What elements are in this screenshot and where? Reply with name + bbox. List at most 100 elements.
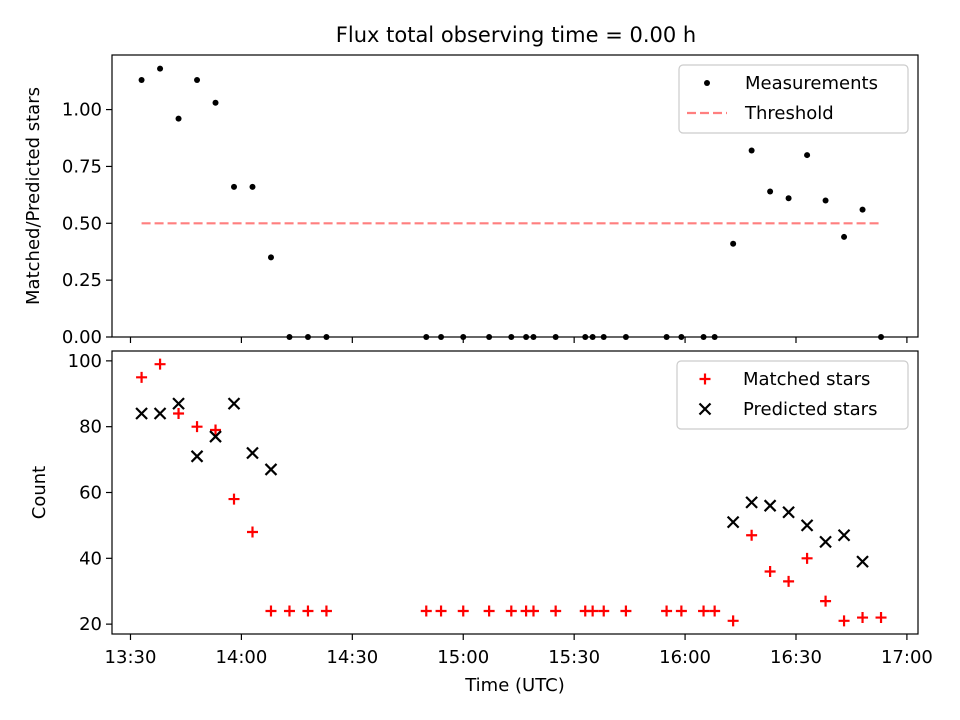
y-tick-label: 0.25: [62, 270, 102, 291]
measurement-point: [304, 334, 311, 340]
top-panel-ratio-plot: 0.00 0.25 0.50 0.75 1.00 Matched/Predicted st…: [23, 54, 919, 348]
legend-box: [678, 64, 909, 134]
matched-star-point: [210, 424, 222, 436]
measurement-point: [878, 334, 885, 340]
predicted-star-point: [782, 505, 795, 519]
predicted-star-point: [153, 407, 167, 420]
x-tick-label: 16:00: [659, 647, 711, 668]
measurement-point: [323, 334, 330, 340]
matched-star-point: [620, 605, 632, 617]
predicted-star-point: [819, 535, 832, 549]
measurement-point: [530, 334, 537, 340]
matched-star-point: [764, 565, 776, 577]
matched-star-point: [320, 605, 332, 617]
legend-measurement-swatch: [704, 80, 710, 86]
measurement-point: [711, 334, 718, 340]
matched-star-point: [435, 605, 447, 617]
measurement-point: [423, 334, 430, 340]
y-axis-label: Matched/Predicted stars: [23, 87, 44, 305]
y-tick-label: 40: [79, 548, 102, 569]
predicted-star-point: [745, 496, 758, 509]
series-predicted-stars: [135, 397, 869, 568]
matched-star-point: [283, 605, 295, 617]
legend: Measurements Threshold: [678, 64, 909, 134]
measurement-point: [194, 77, 201, 84]
y-tick-label: 0.50: [62, 213, 102, 234]
measurement-point: [600, 334, 607, 340]
matched-star-point: [420, 605, 432, 617]
matched-star-point: [820, 595, 832, 607]
measurement-point: [841, 233, 848, 240]
matched-star-point: [154, 358, 166, 370]
measurement-point: [438, 334, 445, 340]
y-tick-label: 80: [79, 417, 102, 438]
x-tick-label: 13:30: [105, 647, 157, 668]
matched-star-point: [838, 615, 850, 627]
matched-star-point: [505, 605, 517, 617]
series-measurements: [138, 65, 885, 340]
y-tick-label: 0.00: [62, 327, 102, 348]
matched-star-point: [302, 605, 314, 617]
matched-star-point: [801, 552, 813, 564]
x-axis-label: Time (UTC): [464, 675, 565, 696]
predicted-star-point: [800, 519, 814, 532]
matched-star-point: [265, 605, 277, 617]
matched-star-point: [246, 526, 258, 538]
measurement-point: [523, 334, 530, 340]
measurement-point: [767, 188, 774, 195]
predicted-star-point: [190, 450, 204, 463]
measurement-point: [486, 334, 493, 340]
measurement-point: [508, 334, 515, 340]
predicted-star-point: [726, 515, 740, 529]
axes-frame: [111, 54, 919, 338]
measurement-point: [663, 334, 670, 340]
x-tick-label: 15:30: [548, 647, 600, 668]
measurement-point: [267, 254, 274, 261]
y-tick-label: 60: [79, 483, 102, 504]
y-tick-label: 100: [68, 351, 102, 372]
series-matched-stars: [136, 358, 887, 627]
legend-label: Matched stars: [743, 369, 870, 390]
predicted-star-point: [763, 499, 777, 512]
legend-label: Measurements: [745, 73, 878, 94]
x-tick-label: 14:30: [326, 647, 378, 668]
predicted-star-point: [837, 529, 851, 542]
matched-star-point: [727, 615, 739, 627]
measurement-point: [157, 65, 164, 72]
predicted-star-point: [264, 463, 278, 476]
measurement-point: [678, 334, 685, 340]
measurement-point: [460, 334, 467, 340]
bottom-panel-count-plot: 20 40 60 80 100 13:30 14:00 14:30 15:00 15:30 16:0…: [29, 350, 933, 696]
predicted-star-point: [856, 555, 869, 568]
x-tick-label: 17:00: [881, 647, 933, 668]
legend-predicted-swatch: [698, 402, 712, 416]
matched-star-point: [675, 605, 687, 617]
legend-matched-swatch: [699, 373, 711, 385]
measurement-point: [859, 206, 866, 213]
legend-label: Threshold: [744, 103, 834, 124]
matched-star-point: [875, 612, 887, 624]
legend-label: Predicted stars: [743, 399, 877, 420]
matched-star-point: [173, 408, 185, 420]
measurement-point: [249, 183, 256, 190]
matched-star-point: [457, 605, 469, 617]
predicted-star-point: [246, 446, 259, 460]
measurement-point: [700, 334, 707, 340]
predicted-star-point: [172, 397, 185, 410]
measurement-point: [582, 334, 589, 340]
matched-star-point: [136, 371, 148, 383]
measurement-point: [175, 115, 182, 122]
measurement-point: [822, 197, 829, 204]
y-axis-label: Count: [29, 466, 50, 519]
measurement-point: [286, 334, 293, 340]
matched-star-point: [746, 529, 758, 541]
measurement-point: [138, 77, 145, 84]
matched-star-point: [783, 575, 795, 587]
measurement-point: [589, 334, 596, 340]
chart-title: Flux total observing time = 0.00 h: [336, 23, 696, 47]
x-tick-label: 15:00: [437, 647, 489, 668]
matched-star-point: [598, 605, 610, 617]
measurement-point: [785, 195, 792, 202]
matched-star-point: [661, 605, 673, 617]
